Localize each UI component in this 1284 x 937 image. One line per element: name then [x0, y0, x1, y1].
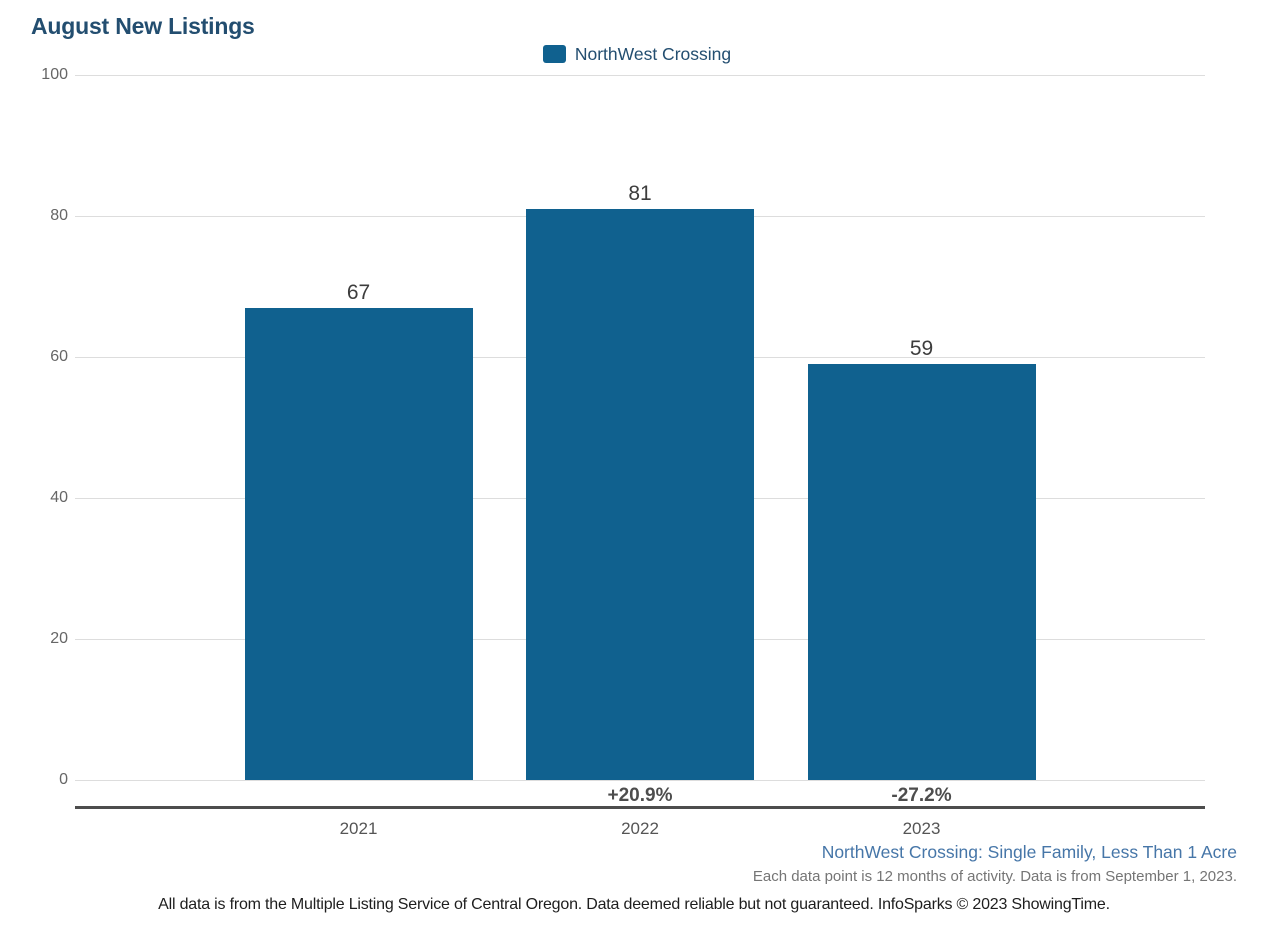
y-axis-tick-label: 80 [50, 207, 68, 224]
bar-2021[interactable] [244, 307, 473, 780]
legend-label: NorthWest Crossing [574, 43, 732, 64]
footnote-data-period: Each data point is 12 months of activity… [752, 868, 1237, 885]
bar-value-label: 81 [628, 181, 652, 205]
bar-value-label: 59 [909, 337, 934, 361]
legend[interactable]: NorthWest Crossing [0, 42, 1274, 66]
y-axis-tick-label: 100 [41, 66, 68, 83]
footnote-disclaimer: All data is from the Multiple Listing Se… [158, 896, 1110, 913]
bar-2022[interactable] [526, 208, 754, 780]
y-axis-tick-label: 40 [50, 489, 68, 506]
pct-change-label: +20.9% [607, 785, 673, 806]
pct-change-label: -27.2% [891, 785, 952, 806]
x-axis-label: 2022 [621, 819, 659, 838]
x-axis-label: 2021 [339, 819, 378, 838]
bar-value-label: 67 [346, 280, 371, 304]
gridline [75, 779, 1205, 781]
x-axis-label: 2023 [902, 819, 941, 838]
footnote-segment: NorthWest Crossing: Single Family, Less … [821, 842, 1237, 862]
x-axis-line [75, 806, 1205, 809]
y-axis-tick-label: 20 [50, 630, 68, 647]
bar-2023[interactable] [807, 364, 1036, 780]
y-axis-tick-label: 60 [50, 348, 68, 365]
y-axis-tick-label: 0 [59, 771, 68, 788]
page-title: August New Listings [31, 13, 255, 39]
legend-swatch-icon [542, 45, 566, 63]
gridline [75, 74, 1205, 76]
